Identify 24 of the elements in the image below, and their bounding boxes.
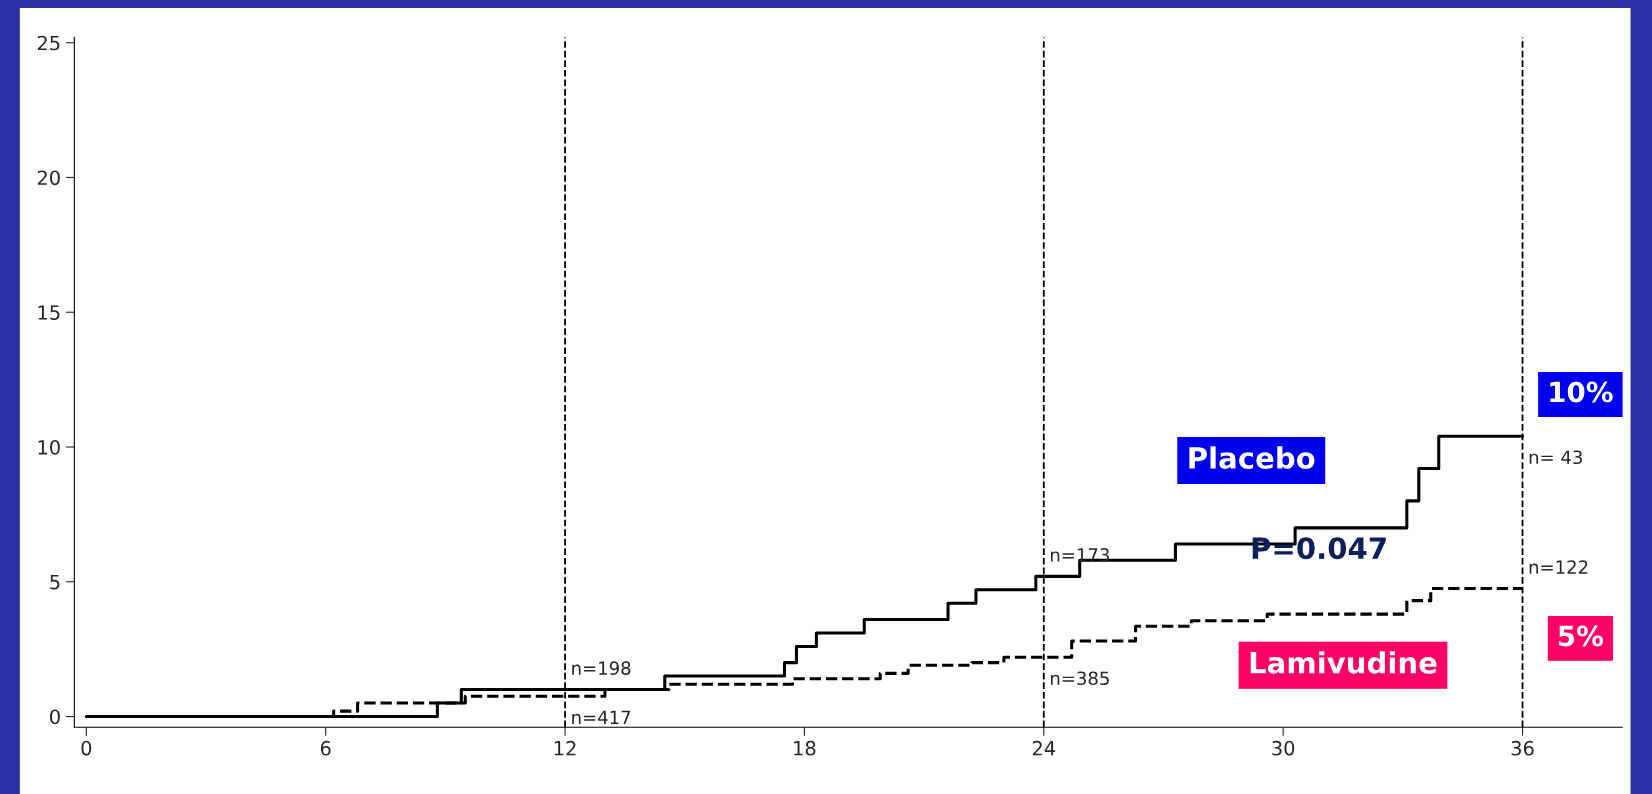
x-tick-label: 36 [1511, 740, 1534, 756]
y-tick-label: 10 [38, 439, 60, 455]
y-tick-label: 5 [50, 574, 60, 590]
annotation: 5% [1558, 625, 1604, 647]
y-tick-label: 20 [37, 170, 60, 186]
annotation: 10% [1550, 381, 1613, 403]
series-label: Lamivudine [1250, 651, 1437, 674]
x-tick-label: 6 [320, 740, 331, 756]
x-tick-label: 30 [1272, 740, 1295, 756]
annotation: n=385 [1050, 671, 1109, 686]
annotation: n= 43 [1529, 450, 1582, 465]
annotation: n=417 [572, 710, 631, 724]
annotation: n=122 [1529, 560, 1588, 574]
x-tick-label: 24 [1032, 740, 1056, 756]
y-tick-label: 25 [37, 35, 60, 51]
annotation: n=198 [572, 661, 631, 675]
y-tick-label: 0 [50, 709, 60, 725]
x-tick-label: 0 [81, 740, 92, 756]
annotation: n=173 [1050, 548, 1109, 562]
annotation: P=0.047 [1252, 537, 1386, 560]
text: Placebo [1189, 446, 1315, 469]
x-tick-label: 18 [794, 740, 816, 756]
x-tick-label: 12 [554, 740, 576, 756]
y-tick-label: 15 [38, 305, 60, 320]
